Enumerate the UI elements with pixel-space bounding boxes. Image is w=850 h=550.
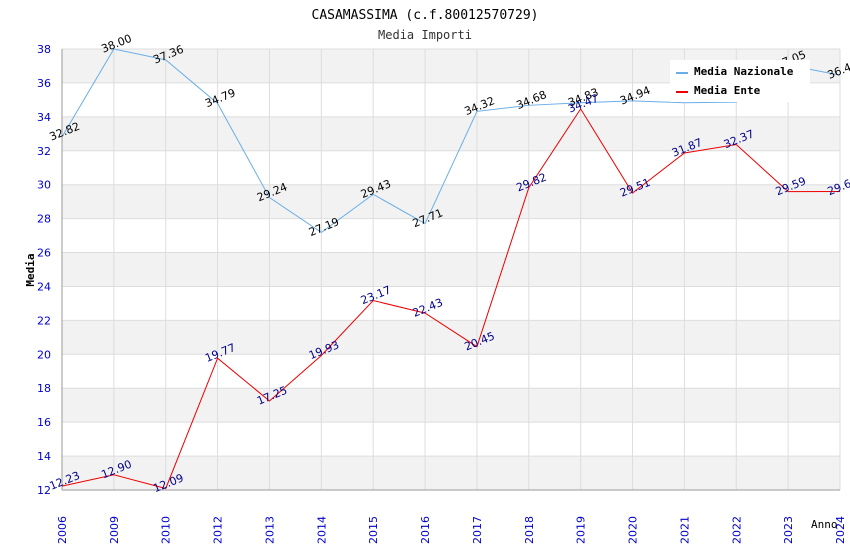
series-line-media-nazionale: [61, 48, 841, 233]
grid-band: [62, 456, 840, 490]
y-tick-label: 30: [37, 179, 51, 192]
x-axis: 2006 2009 2010 2012 2013 2014 2015 2016 2017 2018…: [56, 489, 847, 544]
legend-label-media-ente: Media Ente: [694, 84, 761, 97]
y-tick-label: 38: [37, 43, 51, 56]
grid-band: [62, 422, 840, 457]
y-tick-label: 20: [37, 348, 51, 361]
y-axis: 12 14 16 18 20 22 24 26 28 30 32 34 36 38: [37, 43, 63, 497]
x-tick-label: 2022: [730, 516, 743, 544]
x-axis-label: Anno: [811, 518, 838, 531]
grid-band: [62, 116, 840, 151]
grid-band: [62, 252, 840, 287]
x-tick-label: 2024: [834, 516, 847, 544]
x-tick-label: 2023: [782, 516, 795, 544]
grid-band: [62, 320, 840, 355]
y-tick-label: 28: [37, 213, 51, 226]
y-axis-label: Media: [24, 253, 37, 286]
x-tick-label: 2017: [471, 516, 484, 544]
chart-subtitle: Media Importi: [378, 28, 472, 42]
x-tick-label: 2006: [56, 516, 69, 544]
y-tick-label: 26: [37, 247, 51, 260]
y-tick-label: 16: [37, 416, 51, 429]
grid-band: [62, 354, 840, 389]
y-tick-label: 36: [37, 77, 51, 90]
grid-band: [62, 218, 840, 253]
legend: Media Nazionale Media Ente: [670, 60, 810, 102]
y-tick-label: 12: [37, 484, 51, 497]
y-tick-label: 34: [37, 111, 51, 124]
y-tick-label: 14: [37, 450, 51, 463]
x-tick-label: 2020: [627, 516, 640, 544]
grid-bands: [61, 48, 841, 491]
legend-label-media-nazionale: Media Nazionale: [694, 65, 794, 78]
grid-band: [62, 388, 840, 423]
y-tick-label: 22: [37, 314, 51, 327]
x-tick-label: 2009: [108, 516, 121, 544]
x-tick-label: 2012: [212, 516, 225, 544]
x-tick-label: 2014: [315, 516, 328, 544]
chart-title: CASAMASSIMA (c.f.80012570729): [312, 8, 539, 23]
y-tick-label: 24: [37, 280, 51, 293]
grid-band: [62, 184, 840, 219]
x-tick-label: 2016: [419, 516, 432, 544]
x-tick-label: 2010: [160, 516, 173, 544]
x-tick-label: 2019: [575, 516, 588, 544]
y-tick-label: 18: [37, 382, 51, 395]
legend-box: [670, 60, 810, 102]
x-tick-label: 2021: [678, 516, 691, 544]
x-tick-label: 2018: [523, 516, 536, 544]
x-tick-label: 2013: [263, 516, 276, 544]
x-tick-label: 2015: [367, 516, 380, 544]
series-line-media-ente: [61, 107, 841, 490]
y-tick-label: 32: [37, 145, 51, 158]
grid-band: [62, 286, 840, 321]
series-layer: [61, 48, 841, 490]
